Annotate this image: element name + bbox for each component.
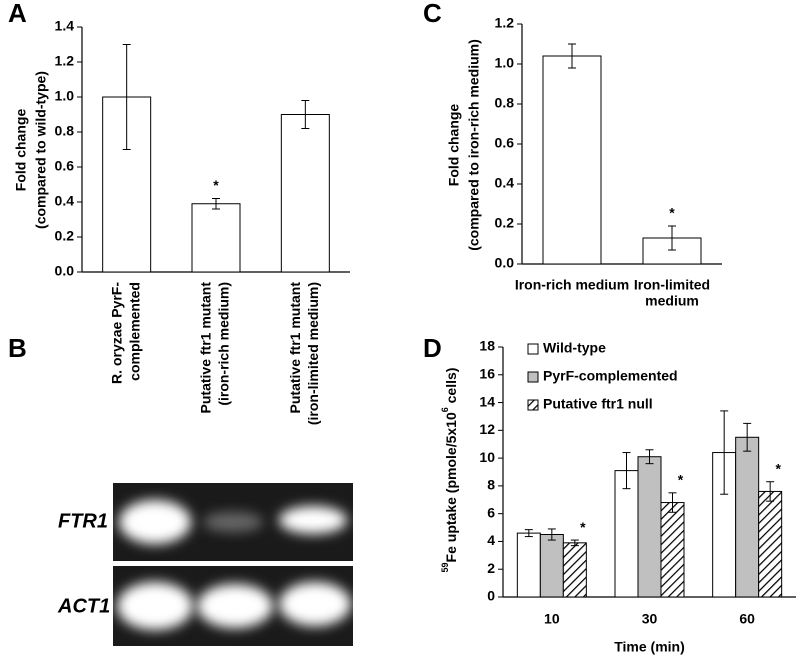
y-axis-label-part: 59 [440,562,450,572]
y-axis-label-part: cells) [443,368,459,408]
x-tick-label: 60 [739,611,755,627]
gel-label: ACT1 [57,595,110,617]
y-tick-label: 0.0 [495,255,515,271]
bar [637,456,662,598]
x-tick-label: (iron-rich medium) [216,282,232,406]
x-tick-label: R. oryzae PyrF- [108,282,124,384]
band [279,506,347,534]
bar [516,532,541,598]
bar [191,203,241,273]
x-tick-label: 10 [544,611,560,627]
annotation: * [669,205,675,221]
y-tick-label: 1.0 [495,55,515,71]
x-tick-label: Putative ftr1 mutant [287,282,303,414]
y-tick-label: 10 [479,449,495,465]
y-tick-label: 0.8 [55,123,75,139]
y-axis-label-part: Fe uptake (pmole/5x10 [443,412,459,562]
y-tick-label: 4 [487,532,495,548]
band [279,582,351,626]
x-tick-label: 30 [642,611,658,627]
legend-label: PyrF-complemented [543,368,678,384]
y-axis-label: 59Fe uptake (pmole/5x106 cells) [440,368,458,573]
y-tick-label: 1.2 [55,53,75,69]
bar [539,534,564,598]
y-tick-label: 8 [487,477,495,493]
annotation: * [775,460,781,476]
annotation: * [580,519,586,535]
legend-swatch [527,399,539,411]
bar [280,114,330,273]
annotation: * [213,177,219,193]
bar [562,542,587,598]
panel-label: A [8,0,27,28]
band [203,512,263,532]
gel-label: FTR1 [58,510,108,532]
panel-label: D [423,333,442,363]
y-tick-label: 0.6 [495,135,515,151]
bar [758,490,783,598]
y-tick-label: 18 [479,338,495,354]
panel-label: C [423,0,442,28]
bar [614,470,639,598]
band [117,582,193,630]
y-tick-label: 1.0 [55,88,75,104]
y-tick-label: 12 [479,421,495,437]
bar [735,436,760,598]
x-tick-label: Iron-rich medium [515,277,629,293]
y-tick-label: 0.6 [55,158,75,174]
legend-label: Putative ftr1 null [543,396,653,412]
x-tick-label: medium [645,293,699,309]
y-tick-label: 16 [479,365,495,381]
legend-swatch [527,371,539,383]
y-axis-label: Fold change [13,109,29,192]
y-tick-label: 0 [487,588,495,604]
y-tick-label: 1.4 [55,18,75,34]
y-tick-label: 0.2 [495,215,515,231]
y-tick-label: 1.2 [495,15,515,31]
y-axis-label: Fold change [446,104,462,187]
y-axis-label: (compared to iron-rich medium) [466,39,482,251]
y-tick-label: 0.4 [55,193,75,209]
y-axis-label: (compared to wild-type) [33,71,49,229]
y-tick-label: 2 [487,560,495,576]
bar [102,96,152,273]
x-axis-label: Time (min) [614,639,685,655]
band [119,500,191,544]
annotation: * [678,472,684,488]
band [197,584,273,628]
y-axis-label-part: 6 [440,407,450,412]
y-tick-label: 0.4 [495,175,515,191]
x-tick-label: Iron-limited [634,277,710,293]
y-tick-label: 14 [479,393,495,409]
y-tick-label: 0.0 [55,263,75,279]
gel [113,483,353,646]
x-tick-label: Putative ftr1 mutant [198,282,214,414]
x-tick-label: complemented [126,282,142,381]
legend-label: Wild-type [543,340,606,356]
legend-swatch [527,343,539,355]
panel-label: B [8,333,27,363]
y-tick-label: 0.8 [495,95,515,111]
y-tick-label: 6 [487,504,495,520]
x-tick-label: (iron-limited medium) [305,282,321,425]
bar [542,55,602,265]
y-tick-label: 0.2 [55,228,75,244]
bar [660,502,685,598]
